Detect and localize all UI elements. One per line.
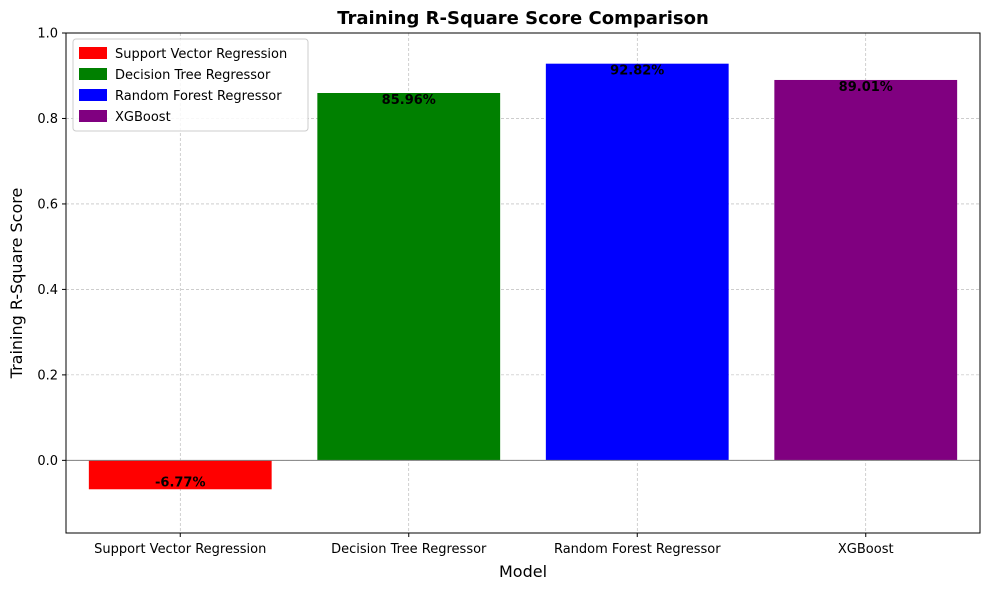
legend-swatch (79, 68, 107, 80)
data-label: 92.82% (610, 64, 664, 79)
x-tick-label: Decision Tree Regressor (331, 542, 487, 557)
legend-box (72, 38, 309, 132)
legend-entry: Decision Tree Regressor (115, 68, 271, 83)
bar (317, 93, 501, 461)
y-tick-label: 0.4 (37, 283, 58, 298)
x-axis-label: Model (499, 562, 547, 581)
y-axis-label: Training R-Square Score (7, 188, 26, 380)
data-label: 85.96% (382, 93, 436, 108)
data-labels: -6.77% 85.96% 92.82% 89.01% (155, 64, 893, 491)
axes: 0.0 0.2 0.4 0.6 0.8 1.0 Support Vector Regress… (37, 27, 981, 557)
chart-title: Training R-Square Score Comparison (337, 8, 709, 29)
data-label: 89.01% (839, 80, 893, 95)
y-tick-label: 1.0 (37, 27, 58, 42)
x-tick-label: Support Vector Regression (94, 542, 266, 557)
plot-frame (65, 32, 981, 534)
legend-entry: Random Forest Regressor (115, 89, 282, 104)
data-label: -6.77% (155, 475, 206, 490)
bar (774, 79, 958, 461)
bars (88, 63, 958, 490)
legend-entry: Support Vector Regression (115, 47, 287, 62)
legend: Support Vector Regression Decision Tree R… (72, 38, 309, 132)
y-tick-label: 0.6 (37, 197, 58, 212)
y-tick-label: 0.8 (37, 112, 58, 127)
y-tick-label: 0.0 (37, 454, 58, 469)
legend-entry: XGBoost (115, 110, 171, 125)
x-tick-label: Random Forest Regressor (554, 542, 721, 557)
x-tick-label: XGBoost (838, 542, 894, 557)
legend-swatch (79, 89, 107, 101)
y-tick-label: 0.2 (37, 368, 58, 383)
legend-swatch (79, 47, 107, 59)
bar (545, 63, 729, 461)
bar (88, 460, 272, 490)
legend-swatch (79, 110, 107, 122)
